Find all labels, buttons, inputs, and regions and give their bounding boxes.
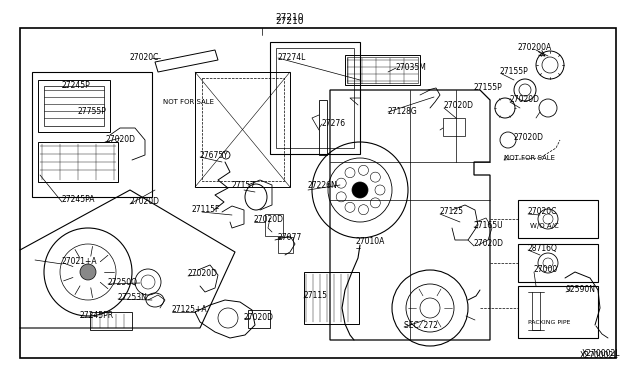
Text: 27245P: 27245P <box>62 80 91 90</box>
Text: 27020D: 27020D <box>105 135 135 144</box>
Bar <box>518 286 598 338</box>
Text: 27245PR: 27245PR <box>80 311 114 321</box>
Text: 27020D: 27020D <box>130 198 160 206</box>
Text: 27077: 27077 <box>278 234 302 243</box>
Bar <box>90 312 132 330</box>
Bar <box>38 80 110 132</box>
Circle shape <box>80 264 96 280</box>
Text: 27675Y: 27675Y <box>200 151 229 160</box>
Bar <box>518 200 598 238</box>
Text: 27020C: 27020C <box>130 54 159 62</box>
Text: 27226N: 27226N <box>308 180 338 189</box>
Bar <box>345 55 420 85</box>
Text: 27128G: 27128G <box>388 108 418 116</box>
Text: 27245PA: 27245PA <box>62 196 95 205</box>
Bar <box>304 272 359 324</box>
Text: 27020D: 27020D <box>510 96 540 105</box>
Text: 27020D: 27020D <box>244 314 274 323</box>
Text: 270200A: 270200A <box>518 44 552 52</box>
Bar <box>248 310 270 328</box>
Text: 27165U: 27165U <box>474 221 504 230</box>
Bar <box>265 214 283 236</box>
Text: 27210: 27210 <box>276 17 304 26</box>
Text: 27125+A: 27125+A <box>172 305 207 314</box>
Bar <box>443 118 465 136</box>
Bar <box>32 72 152 197</box>
Text: 27020D: 27020D <box>254 215 284 224</box>
Text: 27115F: 27115F <box>192 205 220 215</box>
Text: W/O A/C: W/O A/C <box>530 223 559 229</box>
Bar <box>270 42 360 154</box>
Bar <box>20 28 616 358</box>
Bar <box>278 237 293 253</box>
Text: NOT FOR SALE: NOT FOR SALE <box>163 99 214 105</box>
Text: 27020D: 27020D <box>514 134 544 142</box>
Text: 27250Q: 27250Q <box>108 278 138 286</box>
Text: X270002L: X270002L <box>582 350 620 359</box>
Bar <box>347 57 418 83</box>
Text: 27157: 27157 <box>232 180 256 189</box>
Text: 28716Q: 28716Q <box>528 244 558 253</box>
Text: SEC. 272: SEC. 272 <box>404 321 438 330</box>
Text: 27274L: 27274L <box>278 54 307 62</box>
Bar <box>202 78 284 181</box>
Text: 92590N: 92590N <box>566 285 596 295</box>
Text: 27253N: 27253N <box>118 294 148 302</box>
Text: 27021+A: 27021+A <box>62 257 98 266</box>
Bar <box>44 86 104 126</box>
Bar <box>518 244 598 282</box>
Text: 27276: 27276 <box>322 119 346 128</box>
Text: 27035M: 27035M <box>396 64 427 73</box>
Text: 27020D: 27020D <box>188 269 218 279</box>
Text: 27020C: 27020C <box>528 208 557 217</box>
Text: 27020D: 27020D <box>444 100 474 109</box>
Bar <box>195 72 290 187</box>
Text: 27115: 27115 <box>304 292 328 301</box>
Text: 27010A: 27010A <box>356 237 385 247</box>
Text: 27755P: 27755P <box>78 108 107 116</box>
Text: PACKING PIPE: PACKING PIPE <box>528 320 570 324</box>
Text: 27210: 27210 <box>276 13 304 22</box>
Text: 27155P: 27155P <box>474 83 503 93</box>
Bar <box>276 48 354 148</box>
Text: X270002L: X270002L <box>579 352 618 360</box>
Circle shape <box>352 182 368 198</box>
Text: NOT FOR SALE: NOT FOR SALE <box>504 155 555 161</box>
Text: 27155P: 27155P <box>500 67 529 77</box>
Bar <box>38 142 118 182</box>
Text: 27125: 27125 <box>440 208 464 217</box>
Text: 27020D: 27020D <box>474 240 504 248</box>
Bar <box>319 100 327 155</box>
Text: 27000: 27000 <box>534 266 558 275</box>
